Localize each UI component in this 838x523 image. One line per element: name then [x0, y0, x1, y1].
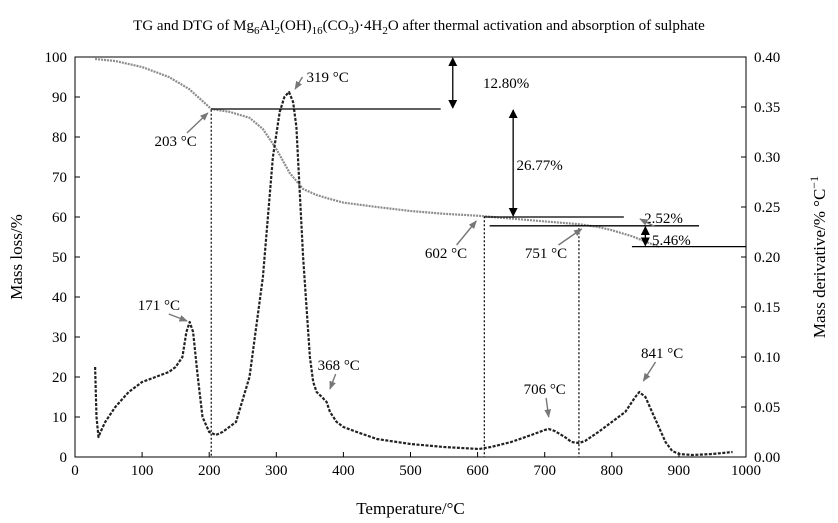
annotation-pointer	[642, 361, 657, 382]
chart-title-part: TG and DTG of Mg	[133, 18, 254, 34]
y-right-tick-label: 0.25	[754, 200, 780, 216]
x-tick-label: 1000	[731, 463, 761, 479]
y-left-tick-label: 50	[52, 250, 67, 266]
peak-annotation: 2.52%	[644, 211, 683, 227]
y-right-tick-label: 0.10	[754, 350, 780, 366]
chart-title-part: 16	[311, 25, 323, 37]
y-right-tick-label: 0.15	[754, 300, 780, 316]
annotation-pointer	[544, 397, 552, 418]
peak-annotation: 319 °C	[306, 70, 348, 86]
y-left-tick-label: 100	[45, 50, 68, 66]
peak-annotation: 171 °C	[138, 298, 180, 314]
annotation-pointer	[639, 218, 656, 228]
tg-curve	[94, 57, 660, 249]
annotation-pointer	[558, 228, 583, 246]
y-left-tick-label: 20	[52, 370, 67, 386]
dtg-curve	[94, 90, 733, 457]
mass-loss-label: 5.46%	[652, 233, 691, 249]
y-left-tick-label: 10	[52, 410, 67, 426]
y-right-tick-label: 0.35	[754, 100, 780, 116]
x-tick-label: 600	[466, 463, 489, 479]
x-tick-label: 100	[131, 463, 154, 479]
x-tick-label: 0	[71, 463, 79, 479]
chart-title-part: 2	[274, 25, 281, 37]
x-tick-label: 700	[533, 463, 556, 479]
peak-annotation: 751 °C	[525, 246, 567, 262]
mass-loss-label: 12.80%	[483, 76, 529, 92]
y-right-tick-label: 0.05	[754, 400, 780, 416]
peak-annotation: 841 °C	[641, 346, 683, 362]
y-left-tick-label: 80	[52, 130, 67, 146]
chart-title-part: 3	[348, 25, 355, 37]
mass-loss-label: 26.77%	[517, 158, 563, 174]
chart-title-part: 6	[254, 25, 260, 37]
chart-title-part: )·4H	[354, 18, 383, 34]
y-right-tick-label: 0.00	[754, 450, 780, 466]
peak-annotation: 602 °C	[425, 246, 467, 262]
x-tick-label: 800	[601, 463, 624, 479]
x-tick-label: 500	[399, 463, 422, 479]
x-tick-label: 200	[198, 463, 221, 479]
chart-title-part: (CO	[322, 18, 349, 34]
peak-annotation: 706 °C	[524, 382, 566, 398]
y-right-axis-title-part: Mass derivative/% °C	[810, 189, 829, 338]
y-right-axis-title: Mass derivative/% °C−1	[807, 176, 829, 338]
annotation-pointer	[456, 220, 477, 246]
peak-annotation: 203 °C	[155, 134, 197, 150]
peak-annotation: 368 °C	[318, 358, 360, 374]
x-tick-label: 900	[668, 463, 691, 479]
chart-title-part: 2	[382, 25, 388, 37]
y-right-tick-label: 0.30	[754, 150, 780, 166]
y-left-tick-label: 30	[52, 330, 67, 346]
x-tick-label: 300	[265, 463, 288, 479]
y-right-tick-label: 0.20	[754, 250, 780, 266]
x-axis-title: Temperature/°C	[356, 499, 465, 518]
y-left-tick-label: 40	[52, 290, 67, 306]
x-tick-label: 400	[332, 463, 355, 479]
y-left-tick-label: 70	[52, 170, 67, 186]
annotation-pointer	[186, 112, 209, 134]
chart-title-part: Al	[259, 18, 275, 34]
y-left-axis-title: Mass loss/%	[7, 214, 26, 299]
y-right-tick-label: 0.40	[754, 50, 780, 66]
chart-title: TG and DTG of Mg6Al2(OH)16(CO3)·4H2O aft…	[0, 18, 838, 37]
y-right-axis-title-part: −1	[807, 176, 821, 189]
annotation-pointer	[294, 76, 304, 90]
chart-title-part: O after thermal activation and absorptio…	[387, 18, 705, 34]
y-left-tick-label: 60	[52, 210, 67, 226]
y-left-tick-label: 0	[60, 450, 68, 466]
y-left-tick-label: 90	[52, 90, 67, 106]
annotation-pointer	[168, 313, 188, 322]
annotation-pointer	[329, 373, 337, 390]
chart-title-part: (OH)	[280, 18, 312, 34]
